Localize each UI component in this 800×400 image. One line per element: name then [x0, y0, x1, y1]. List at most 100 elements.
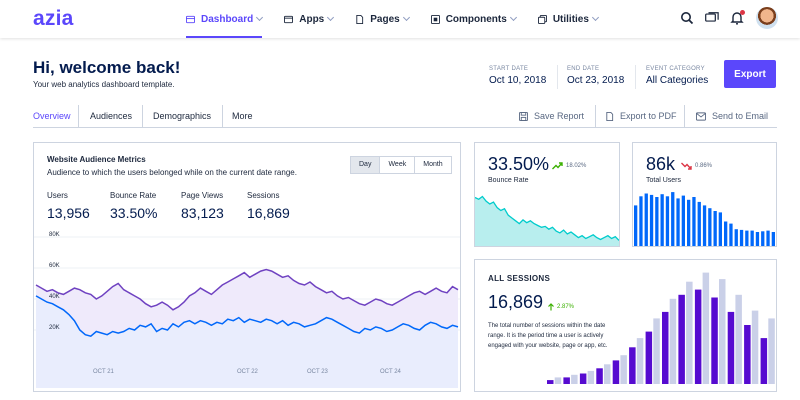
notification-button[interactable]	[730, 10, 745, 25]
users-bar-chart	[634, 192, 775, 246]
bar	[644, 193, 648, 246]
range-week-button[interactable]: Week	[380, 157, 416, 173]
range-day-button[interactable]: Day	[351, 157, 381, 173]
series-line	[35, 268, 459, 311]
trending-up-icon	[552, 162, 563, 170]
sparkline-line	[475, 195, 619, 241]
dashboard-icon	[186, 15, 195, 23]
main-nav: Dashboard Apps Pages Components Utilitie…	[186, 0, 620, 38]
save-report-button[interactable]: Save Report	[519, 111, 584, 121]
bar	[768, 318, 775, 384]
bar	[744, 325, 751, 384]
nav-item-components[interactable]: Components	[430, 0, 517, 38]
range-month-button[interactable]: Month	[415, 157, 451, 173]
bar	[739, 229, 744, 246]
bar	[727, 311, 735, 384]
bar	[724, 221, 728, 246]
audience-subtitle: Audience to which the users belonged whi…	[47, 168, 297, 177]
top-header: azia Dashboard Apps Pages Components Uti…	[0, 0, 800, 38]
bar	[771, 232, 775, 246]
end-date[interactable]: END DATE Oct 23, 2018	[567, 66, 624, 86]
send-email-button[interactable]: Send to Email	[696, 111, 768, 121]
audience-title: Website Audience Metrics	[47, 155, 146, 164]
sessions-description: The total number of sessions within the …	[488, 323, 608, 349]
x-tick-label: OCT 22	[237, 369, 258, 375]
bar	[760, 338, 768, 384]
bar	[596, 368, 603, 384]
divider	[595, 105, 596, 128]
bar	[587, 370, 595, 384]
sessions-change: 2.87%	[548, 303, 574, 311]
bar	[681, 195, 685, 246]
bar	[692, 197, 696, 246]
bar	[671, 192, 675, 246]
chevron-down-icon	[327, 13, 335, 22]
sessions-bar-chart	[547, 272, 775, 384]
users-value: 86k	[646, 154, 676, 174]
bar	[718, 212, 722, 246]
tab-audiences[interactable]: Audiences	[90, 111, 133, 121]
tab-overview[interactable]: Overview	[33, 111, 71, 121]
bounce-value: 33.50%	[488, 154, 550, 174]
bar	[694, 289, 702, 384]
bounce-sparkline	[475, 195, 619, 246]
y-tick-label: 20K	[49, 325, 60, 331]
logo[interactable]: azia	[33, 7, 74, 30]
chevron-down-icon	[256, 13, 264, 22]
chat-icon[interactable]	[705, 11, 719, 25]
sessions-title: ALL SESSIONS	[488, 274, 551, 283]
tab-demographics[interactable]: Demographics	[153, 111, 212, 121]
end-date-label: END DATE	[567, 66, 600, 72]
export-pdf-label: Export to PDF	[620, 111, 677, 121]
x-tick-label: OCT 24	[380, 369, 401, 375]
start-date[interactable]: START DATE Oct 10, 2018	[489, 66, 546, 86]
bar	[711, 297, 718, 384]
nav-item-apps[interactable]: Apps	[284, 0, 335, 38]
metric-sessions-label: Sessions	[247, 191, 280, 200]
page-subtitle: Your web analytics dashboard template.	[33, 80, 175, 89]
chevron-down-icon	[591, 13, 599, 22]
tab-bar: Overview Audiences Demographics More Sav…	[33, 105, 777, 128]
bar	[678, 294, 685, 384]
bar	[734, 229, 738, 246]
bar	[579, 373, 587, 384]
metric-users-label: Users	[47, 191, 68, 200]
start-date-value: Oct 10, 2018	[489, 75, 547, 86]
save-report-label: Save Report	[534, 111, 585, 121]
components-icon	[430, 14, 440, 24]
nav-item-dashboard[interactable]: Dashboard	[186, 0, 264, 38]
metric-sessions-value: 16,869	[247, 205, 290, 221]
bar	[612, 360, 620, 384]
bar	[745, 230, 749, 246]
avatar[interactable]	[756, 7, 778, 29]
notification-dot	[740, 10, 745, 15]
bounce-change-value: 18.02%	[566, 163, 587, 169]
export-button[interactable]: Export	[724, 60, 776, 88]
y-tick-label: 40K	[49, 294, 60, 300]
nav-item-pages[interactable]: Pages	[355, 0, 410, 38]
bar	[687, 199, 691, 246]
bell-icon	[730, 12, 744, 25]
event-category[interactable]: EVENT CATEGORY All Categories	[646, 66, 708, 86]
y-tick-label: 60K	[49, 263, 60, 269]
utilities-icon	[537, 14, 547, 24]
bounce-change: 18.02%	[552, 162, 586, 170]
nav-item-utilities[interactable]: Utilities	[537, 0, 599, 38]
start-date-label: START DATE	[489, 66, 529, 72]
users-change-value: 0.86%	[695, 163, 713, 169]
search-icon[interactable]	[680, 11, 694, 25]
export-pdf-button[interactable]: Export to PDF	[605, 111, 677, 121]
bar	[665, 196, 670, 246]
end-date-value: Oct 23, 2018	[567, 75, 625, 86]
tab-more[interactable]: More	[232, 111, 253, 121]
arrow-up-icon	[548, 303, 554, 311]
x-tick-label: OCT 23	[307, 369, 328, 375]
bar	[766, 230, 770, 246]
bar	[702, 272, 710, 384]
divider	[684, 105, 685, 128]
divider	[557, 65, 558, 89]
users-change: 0.86%	[681, 162, 712, 170]
bar	[649, 194, 654, 246]
send-email-label: Send to Email	[712, 111, 769, 121]
bar	[655, 197, 659, 246]
